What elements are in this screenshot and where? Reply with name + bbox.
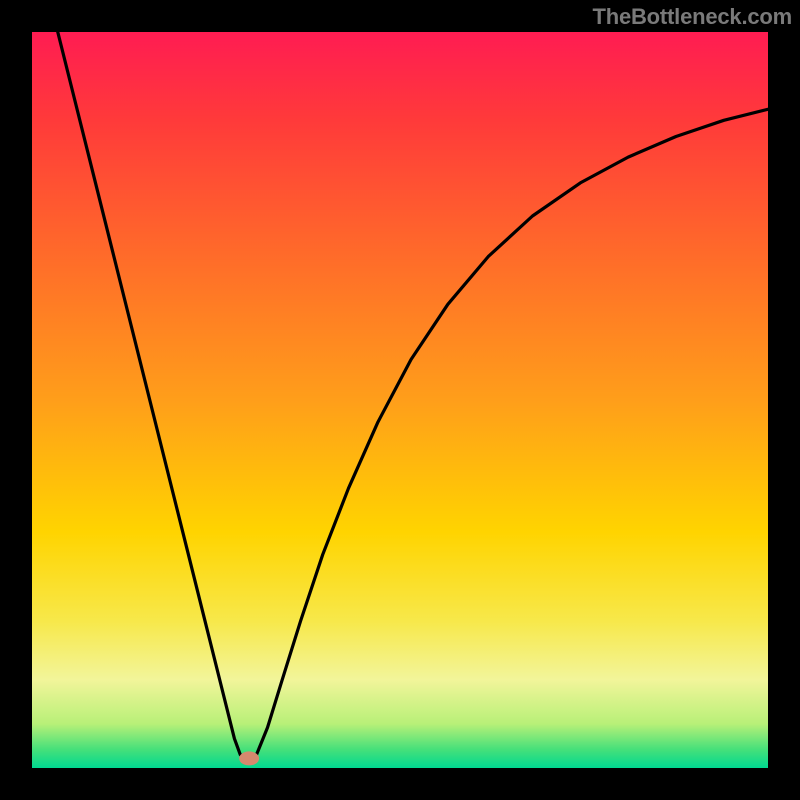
plot-area <box>32 32 768 768</box>
minimum-marker <box>239 751 259 765</box>
watermark-text: TheBottleneck.com <box>592 4 792 30</box>
figure-container: TheBottleneck.com <box>0 0 800 800</box>
gradient-background <box>32 32 768 768</box>
